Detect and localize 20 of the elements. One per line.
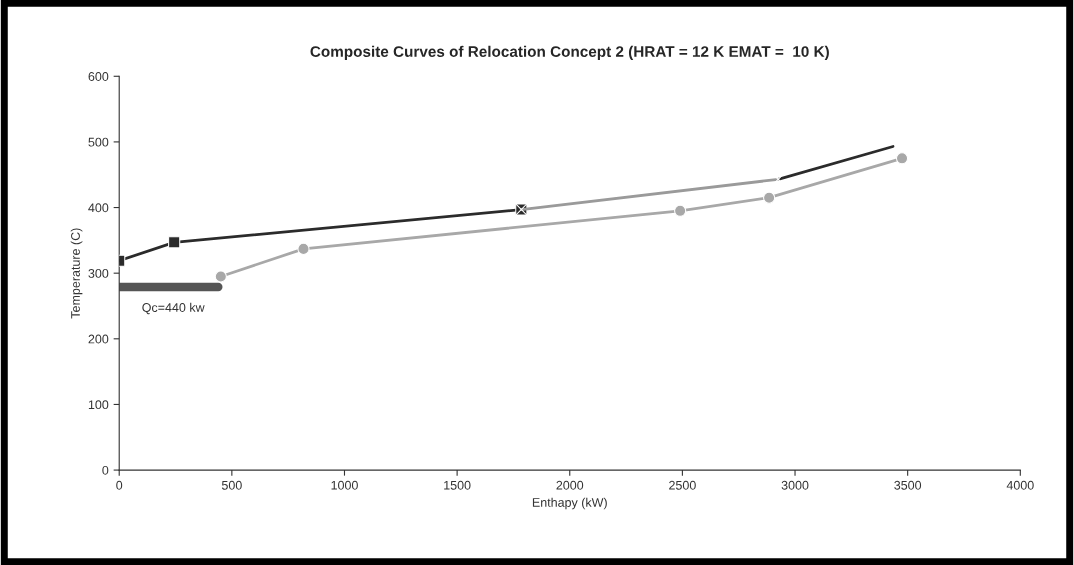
x-tick-label: 2000 [556, 480, 584, 490]
x-tick-label: 0 [116, 480, 123, 490]
x-tick-label: 4000 [1006, 480, 1034, 490]
y-tick-label: 400 [88, 203, 109, 213]
y-tick-label: 600 [88, 72, 109, 81]
y-tick-label: 500 [88, 137, 109, 147]
annotation: Qc=440 kw [142, 302, 205, 315]
y-tick-label: 0 [102, 465, 109, 475]
y-tick-label: 300 [88, 268, 109, 278]
x-tick-label: 3500 [894, 480, 922, 490]
x-axis-title: Enthapy (kW) [532, 497, 607, 510]
x-tick-label: 1500 [444, 480, 471, 490]
x-tick-label: 2500 [669, 480, 696, 490]
y-axis-title: Temperature (C) [70, 228, 83, 319]
chart-title: Composite Curves of Relocation Concept 2 (HRAT = 12 K EMAT = 10 K) [310, 45, 829, 60]
x-tick-label: 500 [221, 480, 242, 490]
y-tick-label: 200 [88, 334, 109, 344]
x-tick-label: 1000 [331, 480, 358, 490]
y-tick-label: 100 [88, 400, 109, 410]
x-tick-label: 3000 [781, 480, 809, 490]
